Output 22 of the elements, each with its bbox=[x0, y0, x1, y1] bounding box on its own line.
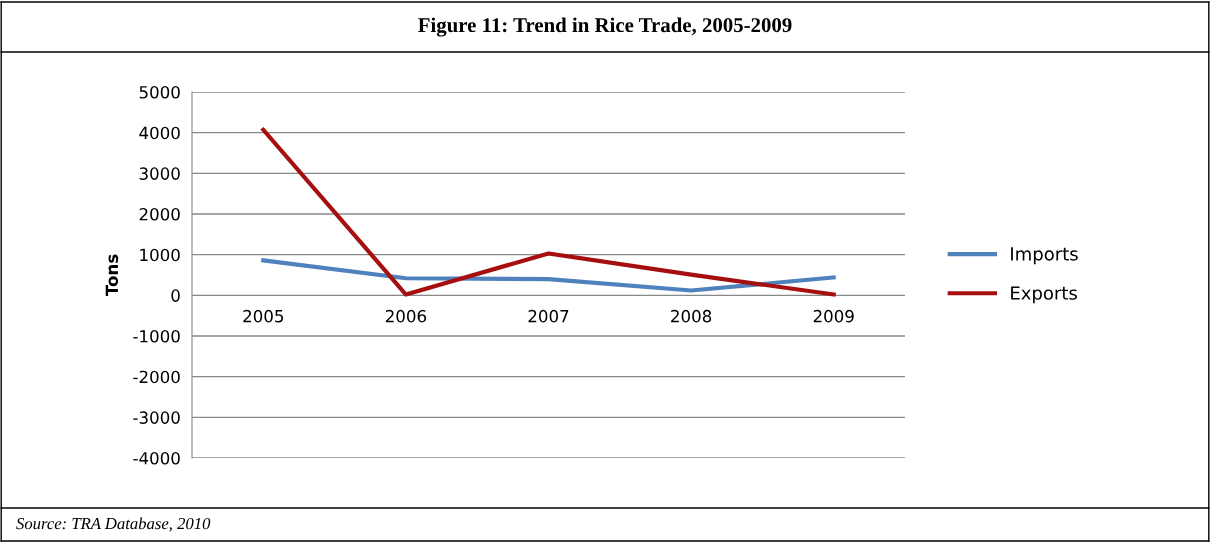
x-tick-label: 2007 bbox=[528, 309, 569, 323]
legend-label: Imports bbox=[1011, 247, 1078, 265]
x-tick-label: 2008 bbox=[671, 309, 712, 323]
y-tick-label: -4000 bbox=[133, 451, 180, 465]
line-series bbox=[261, 127, 836, 297]
x-tick-label: 2006 bbox=[385, 309, 427, 323]
y-tick-label: 4000 bbox=[139, 126, 180, 140]
y-tick-label: 1000 bbox=[140, 248, 180, 262]
y-tick-label: 3000 bbox=[139, 167, 180, 180]
y-tick-label: 2000 bbox=[139, 207, 180, 221]
y-tick-label: -1000 bbox=[133, 329, 180, 343]
y-axis-title: Tons bbox=[105, 254, 119, 297]
x-tick-label: 2005 bbox=[243, 309, 284, 323]
source-note: Source: TRA Database, 2010 bbox=[16, 517, 211, 532]
line-series bbox=[261, 258, 836, 293]
y-tick-label: -2000 bbox=[133, 370, 180, 384]
y-tick-label: 5000 bbox=[139, 85, 180, 99]
y-tick-label: 0 bbox=[171, 289, 180, 302]
chart-title: Figure 11: Trend in Rice Trade, 2005-2009 bbox=[418, 17, 792, 37]
legend-label: Exports bbox=[1011, 286, 1077, 304]
x-tick-label: 2009 bbox=[813, 309, 854, 323]
y-tick-label: -3000 bbox=[133, 411, 180, 424]
